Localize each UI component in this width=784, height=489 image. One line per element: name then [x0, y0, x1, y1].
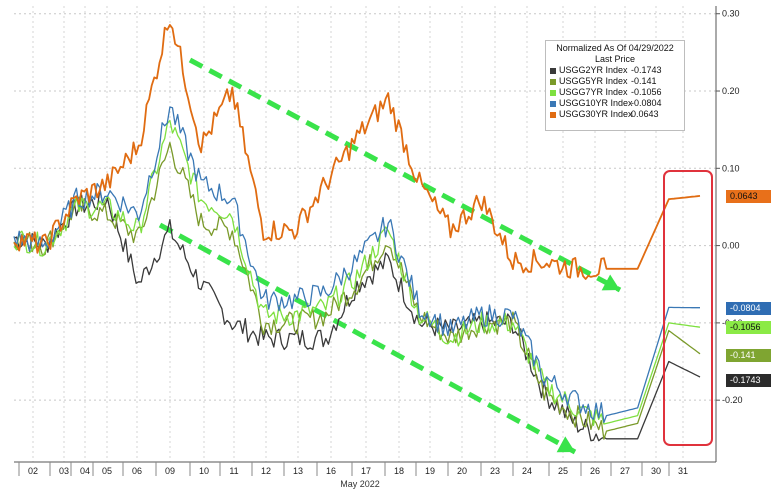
legend-title: Normalized As Of 04/29/2022	[556, 43, 674, 53]
x-tick-label: 19	[425, 466, 435, 476]
last-value-tag-30yr: 0.0643	[726, 189, 771, 203]
x-tick-label: 27	[620, 466, 630, 476]
legend-item: USGG10YR Index -0.0804	[550, 98, 680, 109]
legend-subtitle: Last Price	[594, 54, 636, 64]
y-tick-label: 0.10	[722, 163, 740, 173]
legend-item: USGG5YR Index -0.141	[550, 76, 680, 87]
x-axis-label: May 2022	[340, 479, 380, 489]
x-tick-label: 16	[326, 466, 336, 476]
x-tick-label: 18	[394, 466, 404, 476]
trend-arrow-head	[601, 274, 620, 291]
trend-arrows	[158, 57, 622, 455]
highlight-box	[663, 170, 713, 446]
trend-arrow-shaft	[188, 57, 622, 293]
series-line	[13, 141, 701, 440]
legend-swatch	[550, 67, 556, 74]
y-tick-label: 0.20	[722, 86, 740, 96]
x-tick-label: 20	[457, 466, 467, 476]
x-tick-label: 26	[590, 466, 600, 476]
x-tick-label: 13	[293, 466, 303, 476]
legend-swatch	[550, 78, 556, 85]
series-line	[13, 189, 701, 442]
x-tick-label: 24	[522, 466, 532, 476]
x-tick-label: 25	[558, 466, 568, 476]
trend-arrow-head	[556, 436, 575, 453]
series-lines	[13, 23, 701, 442]
legend-item: USGG30YR Index 0.0643	[550, 109, 680, 120]
x-tick-label: 02	[28, 466, 38, 476]
legend-name: USGG7YR Index	[559, 87, 628, 97]
y-tick-label: 0.30	[722, 9, 740, 19]
y-axis: 0.300.200.100.00-0.10-0.20	[715, 6, 743, 462]
y-tick-label: -0.20	[722, 395, 743, 405]
legend-value: 0.0643	[631, 109, 659, 119]
legend-name: USGG2YR Index	[559, 65, 628, 75]
legend-name: USGG10YR Index	[559, 98, 633, 108]
last-value-tag-7yr: -0.1056	[726, 321, 771, 335]
x-tick-label: 30	[651, 466, 661, 476]
legend-value: -0.0804	[631, 98, 662, 108]
legend-swatch	[550, 89, 556, 96]
legend-value: -0.141	[631, 76, 657, 86]
legend-name: USGG5YR Index	[559, 76, 628, 86]
legend-value: -0.1743	[631, 65, 662, 75]
legend-item: USGG2YR Index -0.1743	[550, 65, 680, 76]
x-tick-label: 04	[80, 466, 90, 476]
x-tick-label: 05	[102, 466, 112, 476]
x-tick-label: 03	[59, 466, 69, 476]
legend-value: -0.1056	[631, 87, 662, 97]
x-axis: 02 03 04 05 06 09 10 11 12 13 16 17 18 19 20 23 24 25 26 27…	[14, 461, 716, 476]
legend-name: USGG30YR Index	[559, 109, 633, 119]
x-tick-label: 17	[361, 466, 371, 476]
legend: Normalized As Of 04/29/2022 Last Price U…	[545, 40, 685, 131]
series-line	[13, 119, 701, 427]
x-tick-label: 10	[199, 466, 209, 476]
legend-swatch	[550, 100, 556, 107]
x-tick-label: 12	[261, 466, 271, 476]
last-value-tag-5yr: -0.141	[726, 348, 771, 362]
last-value-tag-10yr: -0.0804	[726, 301, 771, 315]
legend-rows: USGG2YR Index -0.1743 USGG5YR Index -0.141…	[550, 65, 680, 120]
trend-arrow-shaft	[158, 222, 577, 455]
legend-swatch	[550, 111, 556, 118]
last-value-tag-2yr: -0.1743	[726, 374, 771, 388]
x-tick-label: 23	[490, 466, 500, 476]
x-tick-label: 09	[165, 466, 175, 476]
legend-item: USGG7YR Index -0.1056	[550, 87, 680, 98]
x-tick-label: 31	[678, 466, 688, 476]
x-tick-label: 11	[229, 466, 238, 476]
series-line	[13, 23, 701, 280]
y-tick-label: 0.00	[722, 241, 740, 251]
series-line	[13, 106, 700, 424]
x-tick-label: 06	[132, 466, 142, 476]
